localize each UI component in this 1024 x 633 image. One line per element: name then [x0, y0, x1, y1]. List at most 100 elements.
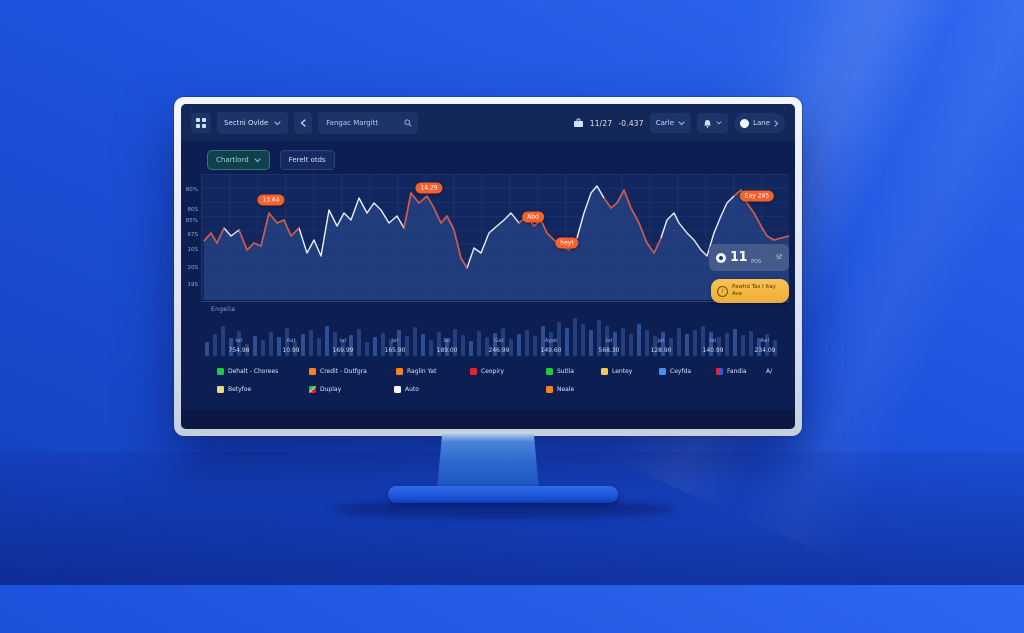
monitor-shadow	[332, 500, 676, 518]
price-badge: 13.64	[257, 194, 285, 206]
dashboard-screen: Sectni Ovlde 11/27 -0.437 Carle	[181, 104, 795, 429]
search-icon	[404, 119, 412, 127]
chart-canvas	[203, 185, 790, 356]
section-divider	[201, 301, 789, 302]
range-select[interactable]: Carle	[649, 113, 692, 133]
secondary-tools-label: Ferelt otds	[288, 156, 326, 164]
y-axis-label: 10S	[187, 247, 199, 253]
position-widget[interactable]: 11 POS Sf	[709, 244, 789, 271]
monitor: Sectni Ovlde 11/27 -0.437 Carle	[174, 97, 802, 436]
user-menu[interactable]: Lane	[734, 113, 785, 133]
legend-label: Sutlia	[557, 368, 574, 375]
price-badge: heyt	[555, 237, 579, 249]
legend-label: Dehalt - Chorees	[228, 368, 279, 375]
alert-line1: Pawhd Tas I Itay	[732, 284, 776, 291]
y-axis-label: 20S	[187, 265, 199, 271]
legend-swatch-icon	[217, 368, 224, 375]
monitor-stand-neck	[437, 434, 539, 490]
secondary-tools-button[interactable]: Ferelt otds	[279, 150, 335, 170]
legend-label: Betyfoe	[228, 386, 252, 393]
legend-item[interactable]: Sutlia	[546, 368, 574, 375]
monitor-stand-base	[388, 486, 618, 503]
chevron-down-icon	[716, 121, 722, 125]
legend-item[interactable]: Neale	[546, 386, 574, 393]
chevron-left-icon	[300, 119, 306, 127]
position-value: 11	[730, 250, 748, 265]
bell-icon	[704, 119, 712, 128]
legend-swatch-icon	[217, 386, 224, 393]
back-button[interactable]	[294, 112, 313, 134]
legend-swatch-icon	[546, 368, 553, 375]
legend-item[interactable]: Duplay	[309, 386, 341, 393]
warning-icon: !	[717, 285, 728, 297]
alert-line2: Ave	[732, 291, 743, 297]
avatar	[740, 118, 750, 128]
legend-item[interactable]: Credit - Dutfgra	[309, 368, 367, 375]
legend-item[interactable]: Ceyfda	[659, 368, 691, 375]
screen-bottom-strip	[181, 410, 795, 429]
legend-label: Credit - Dutfgra	[320, 368, 367, 375]
position-unit: POS	[751, 259, 762, 265]
legend-item[interactable]: Ceopiry	[470, 368, 504, 375]
grid-icon	[196, 118, 206, 128]
target-icon	[716, 252, 726, 263]
x-tick: Aat 234.09	[754, 338, 776, 354]
range-select-label: Carle	[655, 119, 675, 127]
price-badge: Abd	[522, 211, 544, 223]
x-tick: Iat 169.99	[332, 338, 354, 354]
legend-label: Lentey	[612, 368, 633, 375]
legend-label: Ceyfda	[670, 368, 692, 375]
symbol-dropdown[interactable]: Sectni Ovlde	[217, 112, 289, 134]
legend-item[interactable]: A/	[766, 368, 772, 375]
legend-item[interactable]: Auto	[394, 386, 419, 393]
chevron-down-icon	[678, 120, 685, 125]
y-axis-label: 80S	[187, 207, 199, 213]
search-input[interactable]	[324, 118, 401, 128]
legend-label: Ceopiry	[481, 368, 505, 375]
x-tick: Iat 189.00	[436, 338, 458, 354]
chart-toolbar: Chartlord Ferelt otds	[207, 150, 335, 170]
legend-item[interactable]: Fandia	[716, 368, 747, 375]
date-stat: 11/27	[589, 118, 613, 128]
legend-swatch-icon	[309, 368, 316, 375]
legend-item[interactable]: Lentey	[601, 368, 632, 375]
legend-swatch-icon	[546, 386, 553, 393]
alert-card[interactable]: ! Pawhd Tas I Itay Ave	[711, 279, 789, 303]
change-stat: -0.437	[618, 118, 644, 128]
x-tick: Agat 149.60	[540, 338, 562, 354]
legend-label: Duplay	[320, 386, 342, 393]
legend-swatch-icon	[659, 368, 666, 375]
app-grid-button[interactable]	[191, 113, 211, 133]
legend-label: Fandia	[727, 368, 747, 375]
legend-label: Raglin Yat	[407, 368, 437, 375]
volume-section-label: Engelia	[211, 306, 236, 313]
user-name: Lane	[753, 119, 770, 127]
legend-item[interactable]: Betyfoe	[217, 386, 251, 393]
briefcase-icon	[573, 118, 583, 127]
x-tick: Iat 754.98	[228, 338, 250, 354]
legend-swatch-icon	[309, 386, 316, 393]
legend-swatch-icon	[396, 368, 403, 375]
legend-swatch-icon	[601, 368, 608, 375]
y-axis-label: 80%	[185, 187, 198, 193]
position-action[interactable]: Sf	[776, 254, 782, 261]
legend-item[interactable]: Dehalt - Chorees	[217, 368, 278, 375]
x-tick: Jat 165.90	[384, 338, 406, 354]
price-badge: Eay 245	[739, 190, 775, 202]
legend-label: Neale	[557, 386, 575, 393]
top-bar: Sectni Ovlde 11/27 -0.437 Carle	[181, 104, 795, 142]
chevron-down-icon	[254, 157, 261, 162]
search-box[interactable]	[318, 112, 419, 134]
chevron-right-icon	[774, 119, 779, 127]
notifications-button[interactable]	[697, 113, 729, 133]
legend-swatch-icon	[716, 368, 723, 375]
legend-label: Auto	[405, 386, 419, 393]
x-tick: Iat 140.99	[702, 338, 724, 354]
symbol-dropdown-label: Sectni Ovlde	[224, 119, 269, 127]
x-tick: Gat 246.99	[488, 338, 510, 354]
chevron-down-icon	[274, 120, 281, 125]
legend-swatch-icon	[470, 368, 477, 375]
legend-item[interactable]: Raglin Yat	[396, 368, 436, 375]
chart-type-button[interactable]: Chartlord	[207, 150, 270, 170]
chart-type-label: Chartlord	[216, 156, 249, 164]
